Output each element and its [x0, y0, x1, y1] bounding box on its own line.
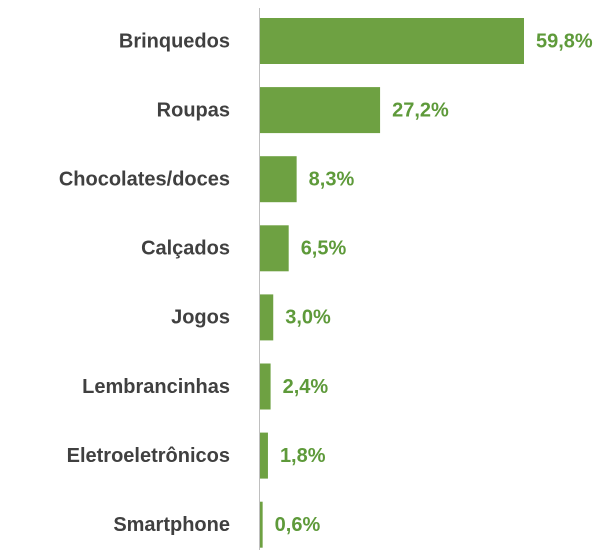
bar — [260, 363, 271, 410]
value-label: 8,3% — [309, 168, 355, 190]
bar — [260, 87, 381, 134]
bar — [260, 294, 274, 341]
category-label: Chocolates/doces — [59, 168, 230, 190]
category-label: Calçados — [141, 238, 230, 260]
bar — [260, 432, 268, 479]
category-label: Brinquedos — [119, 30, 230, 52]
value-label: 0,6% — [275, 514, 321, 536]
category-label: Smartphone — [113, 514, 230, 536]
bar — [260, 501, 263, 548]
bar — [260, 156, 297, 203]
category-label: Jogos — [171, 307, 230, 329]
bar — [260, 18, 524, 64]
value-label: 2,4% — [283, 376, 329, 398]
value-label: 59,8% — [536, 30, 593, 52]
value-label: 1,8% — [280, 445, 326, 467]
value-label: 3,0% — [285, 307, 331, 329]
value-label: 6,5% — [301, 238, 347, 260]
category-label: Eletroeletrônicos — [67, 445, 230, 467]
value-label: 27,2% — [392, 99, 449, 121]
bar — [260, 225, 289, 272]
category-label: Roupas — [157, 99, 230, 121]
category-label: Lembrancinhas — [82, 376, 230, 398]
